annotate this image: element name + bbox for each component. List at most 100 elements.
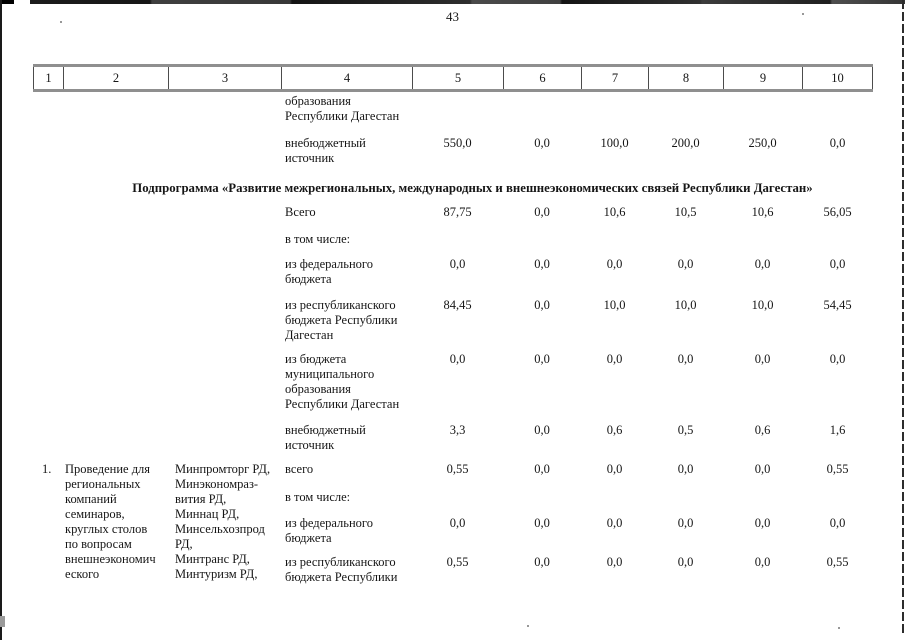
column-header: 9 — [723, 67, 802, 89]
item-number: 1. — [42, 462, 52, 476]
value-cell: 0,0 — [754, 257, 771, 271]
value-cell: 56,05 — [823, 205, 852, 219]
scan-speck — [802, 13, 804, 15]
value-cell: 0,0 — [754, 516, 771, 530]
value-cell: 0,0 — [754, 555, 771, 569]
value-cell: 0,0 — [677, 462, 694, 476]
item-name: Проведение для региональных компаний сем… — [65, 462, 156, 581]
value-cell: 0,0 — [534, 298, 550, 312]
value-cell: 200,0 — [671, 136, 700, 150]
column-header: 8 — [648, 67, 723, 89]
funding-source-label: внебюджетный источник — [285, 136, 366, 165]
table-row: из бюджета муниципального образования Ре… — [285, 352, 873, 412]
funding-source-label: в том числе: — [285, 232, 351, 246]
scan-edge-right — [902, 0, 904, 636]
value-cell: 0,55 — [826, 462, 849, 476]
value-cell: 54,45 — [823, 298, 852, 312]
value-cell: 0,0 — [606, 462, 623, 476]
table-row: внебюджетный источник 3,3 0,0 0,6 0,5 0,… — [285, 423, 873, 453]
value-cell: 0,0 — [829, 352, 846, 366]
value-cell: 0,0 — [534, 257, 550, 271]
value-cell: 0,0 — [534, 555, 550, 569]
value-cell: 3,3 — [449, 423, 466, 437]
item-executors: Минпромторг РД, Минэкономраз- вития РД, … — [175, 462, 271, 581]
funding-source-label: внебюджетный источник — [285, 423, 366, 452]
value-cell: 0,55 — [826, 555, 849, 569]
value-cell: 0,0 — [534, 205, 550, 219]
value-cell: 10,0 — [674, 298, 697, 312]
value-cell: 0,55 — [446, 462, 469, 476]
value-cell: 0,0 — [534, 352, 550, 366]
table-row: в том числе: — [285, 490, 873, 505]
value-cell: 0,0 — [677, 257, 694, 271]
value-cell: 84,45 — [443, 298, 472, 312]
value-cell: 0,0 — [534, 423, 550, 437]
value-cell: 0,6 — [606, 423, 623, 437]
table-row: внебюджетный источник 550,0 0,0 100,0 20… — [285, 136, 873, 166]
column-header: 6 — [503, 67, 581, 89]
value-cell: 10,0 — [751, 298, 774, 312]
value-cell: 0,0 — [449, 516, 466, 530]
value-cell: 0,0 — [677, 352, 694, 366]
value-cell: 0,0 — [606, 257, 623, 271]
value-cell: 0,0 — [829, 257, 846, 271]
scan-speck — [838, 627, 840, 629]
value-cell: 0,0 — [449, 257, 466, 271]
value-cell: 0,5 — [677, 423, 694, 437]
value-cell: 0,0 — [754, 352, 771, 366]
table-row: из республиканского бюджета Республики Д… — [285, 298, 873, 343]
funding-source-label: из республиканского бюджета Республики Д… — [285, 298, 398, 342]
column-header: 2 — [63, 67, 168, 89]
value-cell: 0,0 — [829, 516, 846, 530]
value-cell: 0,6 — [754, 423, 771, 437]
scan-speck — [527, 625, 529, 627]
page-number: 43 — [446, 9, 459, 24]
column-header: 3 — [168, 67, 281, 89]
funding-source-label: из федерального бюджета — [285, 257, 373, 286]
value-cell: 0,0 — [606, 516, 623, 530]
table-header-row: 1 2 3 4 5 6 7 8 9 10 — [33, 64, 873, 92]
table-row: из федерального бюджета 0,0 0,0 0,0 0,0 … — [285, 257, 873, 287]
subprogram-heading: Подпрограмма «Развитие межрегиональных, … — [132, 181, 813, 195]
value-cell: 10,5 — [674, 205, 697, 219]
value-cell: 10,6 — [603, 205, 626, 219]
value-cell: 0,0 — [534, 136, 550, 150]
table-row: в том числе: — [285, 232, 873, 247]
value-cell: 0,0 — [534, 462, 550, 476]
value-cell: 87,75 — [443, 205, 472, 219]
value-cell: 0,0 — [606, 352, 623, 366]
value-cell: 0,55 — [446, 555, 469, 569]
value-cell: 0,0 — [754, 462, 771, 476]
value-cell: 100,0 — [600, 136, 629, 150]
table-row: из республиканского бюджета Республики 0… — [285, 555, 873, 585]
column-header: 7 — [581, 67, 648, 89]
table-row: из федерального бюджета 0,0 0,0 0,0 0,0 … — [285, 516, 873, 546]
table-row: Всего 87,75 0,0 10,6 10,5 10,6 56,05 — [285, 205, 873, 220]
scan-edge-left — [0, 0, 2, 640]
funding-source-label: в том числе: — [285, 490, 351, 504]
column-header: 1 — [33, 67, 63, 89]
value-cell: 10,0 — [603, 298, 626, 312]
funding-source-label: всего — [285, 462, 314, 476]
value-cell: 0,0 — [606, 555, 623, 569]
column-header: 4 — [281, 67, 412, 89]
funding-source-label: из республиканского бюджета Республики — [285, 555, 398, 584]
carryover-label: образования Республики Дагестан — [285, 94, 400, 123]
column-header: 5 — [412, 67, 503, 89]
scan-artifact — [0, 616, 5, 627]
value-cell: 0,0 — [677, 516, 694, 530]
scan-speck — [60, 21, 62, 23]
value-cell: 0,0 — [829, 136, 846, 150]
value-cell: 1,6 — [829, 423, 846, 437]
scan-edge-top — [0, 0, 905, 4]
funding-source-label: из бюджета муниципального образования Ре… — [285, 352, 400, 411]
value-cell: 10,6 — [751, 205, 774, 219]
funding-source-label: из федерального бюджета — [285, 516, 373, 545]
funding-source-label: Всего — [285, 205, 316, 219]
value-cell: 0,0 — [534, 516, 550, 530]
value-cell: 250,0 — [748, 136, 777, 150]
value-cell: 0,0 — [449, 352, 466, 366]
value-cell: 550,0 — [443, 136, 472, 150]
table-row: всего 0,55 0,0 0,0 0,0 0,0 0,55 — [285, 462, 873, 477]
